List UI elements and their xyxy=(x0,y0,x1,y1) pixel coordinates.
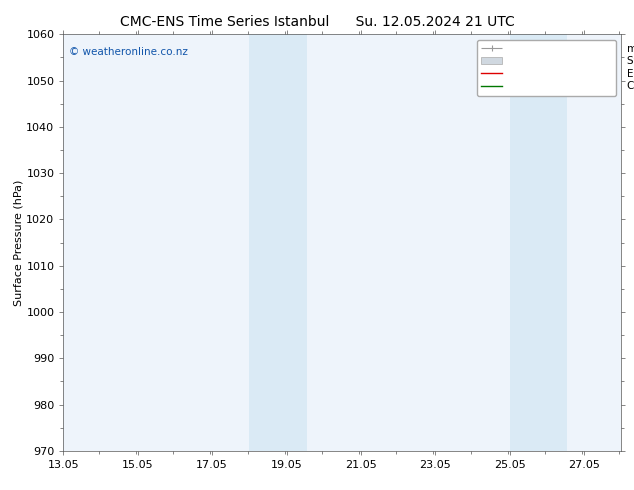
Text: © weatheronline.co.nz: © weatheronline.co.nz xyxy=(69,47,188,57)
Bar xyxy=(249,34,307,451)
Bar xyxy=(510,34,567,451)
Text: CMC-ENS Time Series Istanbul      Su. 12.05.2024 21 UTC: CMC-ENS Time Series Istanbul Su. 12.05.2… xyxy=(120,15,514,29)
Y-axis label: Surface Pressure (hPa): Surface Pressure (hPa) xyxy=(13,179,23,306)
Legend: min/max, Standard deviation, Ensemble mean run, Controll run: min/max, Standard deviation, Ensemble me… xyxy=(477,40,616,96)
